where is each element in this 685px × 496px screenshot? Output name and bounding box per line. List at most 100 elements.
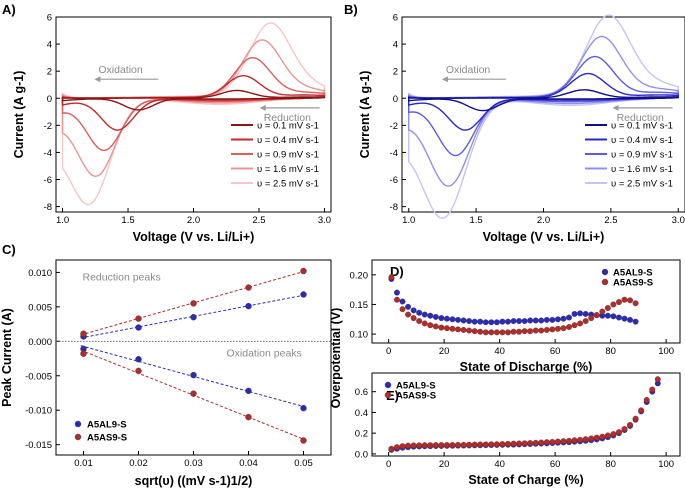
- panel-d-point-0-34: [577, 310, 584, 317]
- panel-e-point-1-1: [394, 444, 400, 451]
- panel-e-point-1-11: [449, 442, 456, 448]
- panel-b-xtick-label: 2.5: [604, 215, 617, 226]
- panel-e-point-1-34: [577, 436, 584, 443]
- panel-d-point-0-12: [455, 316, 461, 323]
- panel-b-ytick-label: 2: [393, 67, 398, 78]
- panel-b-plot: 1.0 1.5 2.0 2.5 3.0 -8 -6 -4 -2 0 2 4 6 Oxidation Redu…: [358, 13, 685, 245]
- panel-d-point-1-44: [632, 300, 639, 307]
- panel-c-legend-label-0: A5AL9-S: [87, 420, 127, 431]
- panel-c-plot: 0.01 0.02 0.03 0.04 0.05 -0.015 -0.010 -0.005 0.…: [0, 267, 331, 488]
- panel-a-legend-label-3: υ = 1.6 mV s-1: [257, 164, 319, 175]
- panel-d-xtick-label: 60: [550, 346, 561, 357]
- panel-b-legend-label-3: υ = 1.6 mV s-1: [611, 164, 673, 175]
- panel-e-point-1-12: [455, 441, 461, 448]
- panel-e-point-1-23: [516, 440, 523, 447]
- panel-c-point-1-values_reduction-3: [245, 284, 252, 291]
- panel-d-point-1-18: [488, 329, 495, 336]
- panel-d-point-0-29: [549, 316, 556, 323]
- panel-c-point-0-values_reduction-2: [190, 313, 197, 321]
- panel-d-point-0-23: [516, 318, 523, 325]
- panel-e-point-1-18: [488, 441, 495, 448]
- panel-b-oxidation-arrowhead: [441, 76, 448, 83]
- panel-e-point-1-8: [432, 442, 439, 449]
- panel-d-point-1-21: [505, 329, 511, 336]
- panel-a-reduction-arrowhead: [259, 104, 266, 111]
- panel-e-point-1-14: [466, 441, 473, 448]
- panel-c-point-1-values_reduction-1: [135, 315, 142, 322]
- panel-d-point-1-5: [416, 318, 423, 325]
- panel-d-xtick-label: 0: [386, 346, 391, 357]
- panel-c-xtick-label: 0.01: [74, 458, 93, 469]
- panel-d-point-1-24: [521, 328, 528, 335]
- panel-d-frame: [371, 259, 681, 344]
- panel-d-point-0-21: [505, 318, 511, 325]
- panel-b-ytick-label: -2: [390, 121, 398, 132]
- panel-b-ytick-label: -8: [390, 202, 398, 213]
- panel-d-point-1-10: [443, 325, 450, 332]
- panel-c-ytick-label: -0.005: [25, 371, 52, 382]
- panel-e-point-1-39: [604, 432, 611, 439]
- panel-c-legend-marker-0: [74, 420, 82, 428]
- panel-e-point-1-32: [566, 437, 572, 444]
- panel-a-ytick-label: -6: [44, 175, 52, 186]
- panel-d-point-1-31: [560, 325, 567, 332]
- panel-c-oxidation-peaks-label: Oxidation peaks: [227, 347, 302, 359]
- panel-e-legend-label-1: A5AS9-S: [396, 391, 436, 402]
- panel-e-point-1-42: [621, 426, 628, 432]
- panel-a-xtick-label: 2.5: [252, 215, 265, 226]
- panel-d-point-1-0: [388, 274, 395, 281]
- panel-e-point-1-26: [532, 439, 539, 446]
- panel-d-point-0-35: [582, 311, 589, 317]
- panel-e-ytick-label: 0.6: [355, 387, 368, 398]
- panel-b-legend-label-2: υ = 0.9 mV s-1: [611, 150, 673, 161]
- panel-b-legend-label-4: υ = 2.5 mV s-1: [611, 179, 673, 190]
- panel-c-point-0-values_oxidation-2: [190, 371, 197, 379]
- panel-e-point-1-0: [388, 445, 395, 452]
- panel-e-point-1-7: [427, 442, 434, 449]
- panel-a-ytick-label: -4: [44, 148, 52, 159]
- panel-d-point-1-30: [554, 325, 561, 332]
- panel-b-x-axis-label: Voltage (V vs. Li/Li+): [483, 230, 605, 244]
- panel-b-xtick-label: 3.0: [672, 215, 685, 226]
- panel-d-point-0-18: [488, 319, 495, 326]
- panel-d-point-0-26: [532, 317, 539, 324]
- panel-d-point-1-41: [616, 299, 622, 306]
- panel-a-ytick-label: -8: [44, 202, 52, 213]
- panel-d-point-0-7: [427, 312, 434, 319]
- panel-e-point-1-17: [482, 441, 489, 448]
- panel-b-ytick-label: -4: [390, 148, 398, 159]
- panel-d-x-axis-label: State of Discharge (%): [460, 360, 593, 374]
- panel-e-point-1-20: [499, 441, 506, 448]
- panel-d-point-1-42: [621, 296, 628, 303]
- panel-d-point-1-15: [471, 328, 478, 335]
- panel-b-oxidation-annotation: Oxidation: [446, 64, 491, 76]
- panel-e-xtick-label: 80: [605, 459, 616, 470]
- panel-a-ytick-label: 0: [47, 94, 52, 105]
- panel-d-point-1-13: [460, 327, 467, 333]
- panel-d-point-1-20: [499, 329, 506, 336]
- panel-e-xtick-label: 100: [658, 459, 674, 470]
- panel-e-point-1-44: [632, 415, 639, 422]
- panel-e-point-1-31: [560, 438, 567, 445]
- panel-b-legend-label-1: υ = 0.4 mV s-1: [611, 135, 673, 146]
- panel-b-reduction-arrowhead: [612, 104, 619, 111]
- panel-a-plot: 1.0 1.5 2.0 2.5 3.0 -8 -6 -4 -2 0 2 4 6 Oxidation Redu…: [12, 13, 331, 245]
- panel-e-ytick-label: 0.2: [355, 429, 368, 440]
- panel-c-x-axis-label: sqrt(υ) ((mV s-1)1/2): [135, 474, 253, 488]
- panel-c-y-axis-label: Peak Current (A): [0, 308, 14, 407]
- panel-a-y-axis-label: Current (A g-1): [12, 71, 26, 159]
- panel-e-point-1-3: [405, 442, 412, 449]
- panel-c-reduction-peaks-label: Reduction peaks: [83, 272, 161, 284]
- panel-e-frame: [371, 372, 681, 457]
- panel-d-point-0-4: [410, 307, 417, 314]
- panel-b-ytick-label: 0: [393, 94, 398, 105]
- panel-d-ytick-label: 0.20: [350, 270, 369, 281]
- panel-a-xtick-label: 1.5: [121, 215, 134, 226]
- panel-d-point-0-24: [521, 318, 528, 325]
- panel-e-point-1-40: [610, 431, 617, 437]
- panel-d-point-1-26: [532, 327, 539, 334]
- panel-e-point-1-38: [599, 433, 606, 440]
- panel-d-point-0-20: [499, 318, 506, 325]
- panel-e-point-1-16: [477, 441, 484, 448]
- panel-label-e: E): [386, 388, 399, 403]
